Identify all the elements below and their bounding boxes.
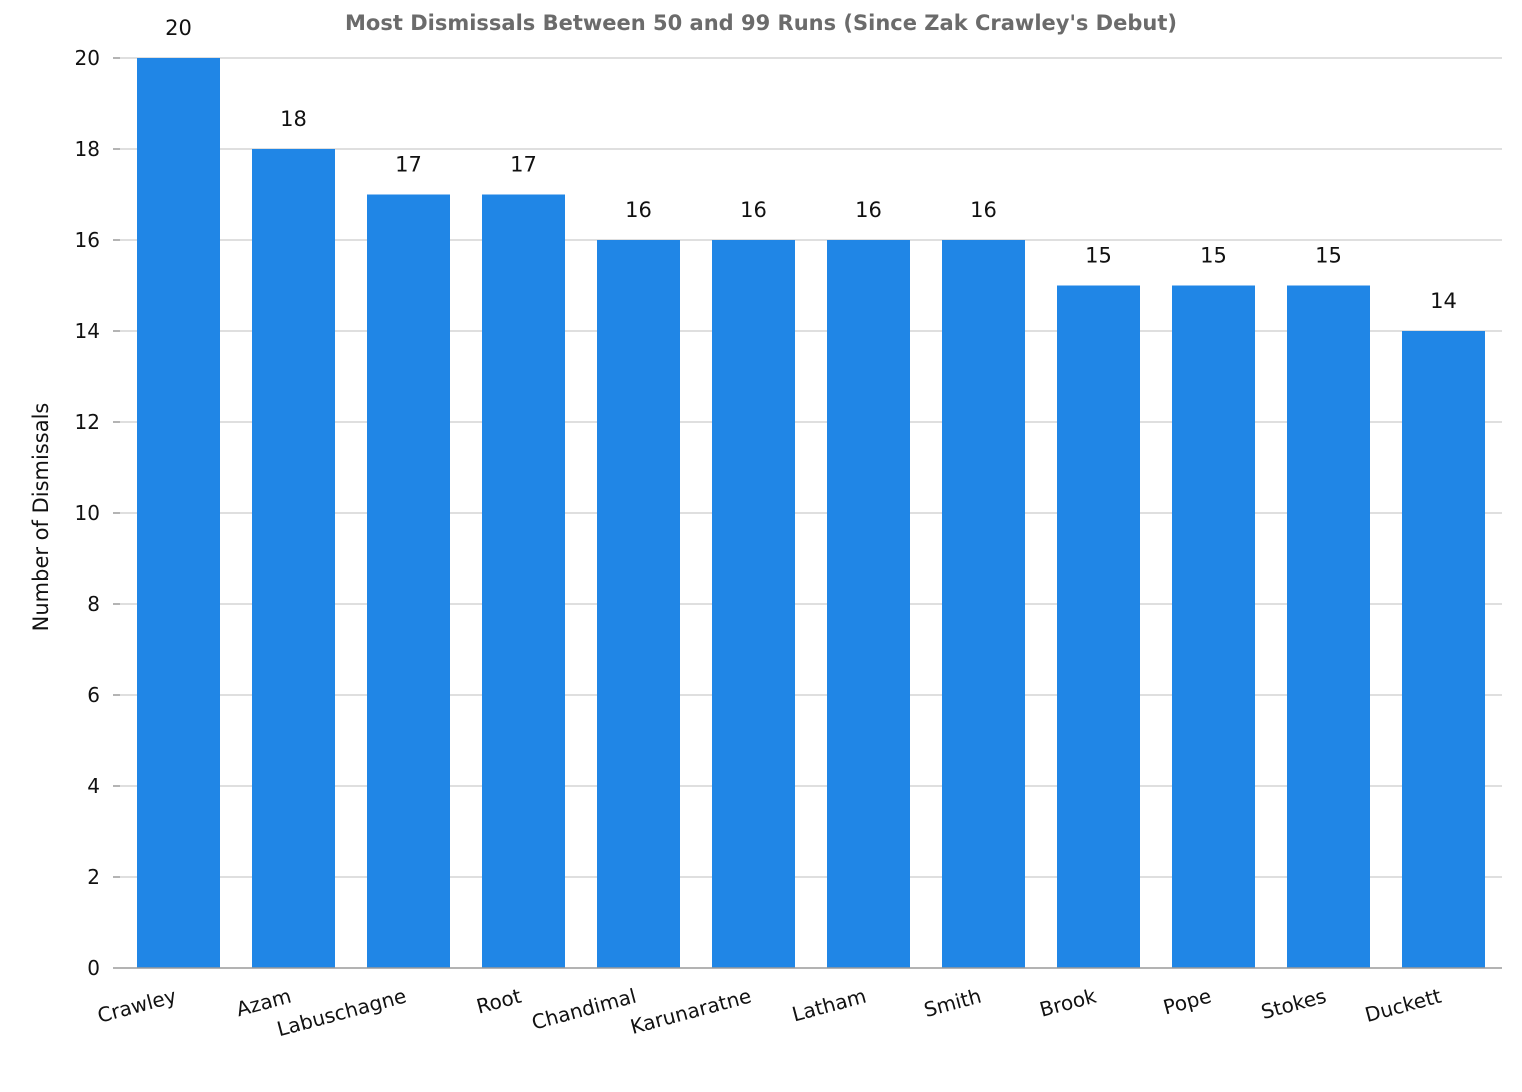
x-tick-label: Chandimal bbox=[529, 984, 639, 1035]
y-tick-label: 16 bbox=[75, 228, 100, 252]
x-tick-label: Latham bbox=[790, 984, 869, 1027]
bar-chandimal bbox=[597, 240, 680, 968]
x-tick-label: Brook bbox=[1037, 984, 1099, 1022]
y-tick-label: 6 bbox=[87, 683, 100, 707]
bar-brook bbox=[1057, 285, 1140, 968]
y-axis-label: Number of Dismissals bbox=[29, 403, 53, 632]
data-label: 20 bbox=[165, 16, 192, 40]
chart-title: Most Dismissals Between 50 and 99 Runs (… bbox=[345, 11, 1177, 35]
bars bbox=[137, 58, 1485, 968]
x-tick-label: Labuschagne bbox=[274, 984, 408, 1042]
bar-stokes bbox=[1287, 285, 1370, 968]
bar-azam bbox=[252, 149, 335, 968]
x-tick-label: Pope bbox=[1161, 984, 1214, 1020]
bar-smith bbox=[942, 240, 1025, 968]
bar-crawley bbox=[137, 58, 220, 968]
gridlines bbox=[120, 57, 1502, 878]
y-tick-label: 12 bbox=[75, 410, 100, 434]
x-tick-label: Root bbox=[474, 984, 524, 1019]
data-label: 17 bbox=[510, 153, 537, 177]
data-label: 16 bbox=[970, 198, 997, 222]
y-tick-label: 2 bbox=[87, 865, 100, 889]
x-tick-label: Smith bbox=[921, 984, 983, 1022]
data-label: 16 bbox=[740, 198, 767, 222]
y-tick-label: 20 bbox=[75, 46, 100, 70]
data-label: 14 bbox=[1430, 289, 1457, 313]
x-tick-label: Crawley bbox=[95, 984, 179, 1028]
x-tick-label: Duckett bbox=[1362, 984, 1444, 1027]
data-label: 15 bbox=[1200, 244, 1227, 268]
bar-labuschagne bbox=[367, 194, 450, 968]
bar-karunaratne bbox=[712, 240, 795, 968]
y-tick-label: 14 bbox=[75, 319, 100, 343]
y-tick-label: 10 bbox=[75, 501, 100, 525]
bar-pope bbox=[1172, 285, 1255, 968]
y-tick-label: 18 bbox=[75, 137, 100, 161]
x-tick-label: Karunaratne bbox=[628, 984, 754, 1039]
data-label: 18 bbox=[280, 107, 307, 131]
y-tick-label: 8 bbox=[87, 592, 100, 616]
data-label: 17 bbox=[395, 153, 422, 177]
data-label: 16 bbox=[625, 198, 652, 222]
bar-root bbox=[482, 194, 565, 968]
y-tick-label: 4 bbox=[87, 774, 100, 798]
y-tick-label: 0 bbox=[87, 956, 100, 980]
data-label: 16 bbox=[855, 198, 882, 222]
x-tick-label: Stokes bbox=[1258, 984, 1328, 1024]
bar-latham bbox=[827, 240, 910, 968]
y-axis-ticks: 0 2 4 6 8 10 12 14 16 18 20 bbox=[75, 46, 120, 980]
data-label: 15 bbox=[1085, 244, 1112, 268]
bar-duckett bbox=[1402, 331, 1485, 968]
data-labels: 20 18 17 17 16 16 16 16 15 15 15 14 bbox=[165, 16, 1457, 313]
data-label: 15 bbox=[1315, 244, 1342, 268]
